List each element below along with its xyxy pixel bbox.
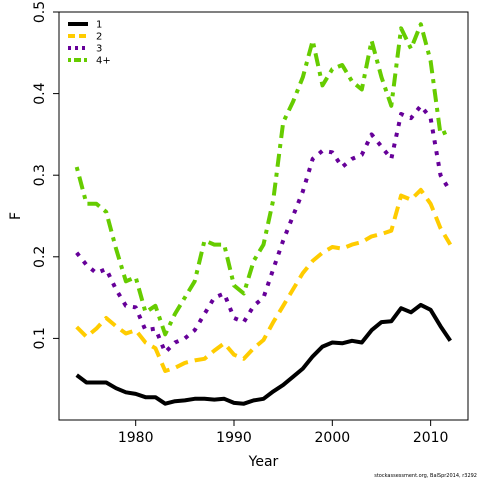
y-tick-label: 0.2 <box>32 246 48 268</box>
legend-label-2: 2 <box>96 32 102 43</box>
y-axis-title: F <box>8 212 24 220</box>
x-tick-label: 2010 <box>413 430 449 446</box>
y-axis: 0.1 0.2 0.3 0.4 0.5 <box>32 1 59 350</box>
y-tick-label: 0.1 <box>32 327 48 349</box>
legend-label-4: 4+ <box>96 56 111 67</box>
series-line-1 <box>75 302 452 406</box>
credit-text: stockassessment.org, BalSpr2014, r3292 <box>374 473 477 479</box>
series-line-2 <box>75 187 453 373</box>
y-tick-label: 0.5 <box>32 1 48 23</box>
x-axis-title: Year <box>248 454 279 470</box>
series-line-3 <box>75 103 453 355</box>
series-line-4 <box>74 22 452 337</box>
plot-frame <box>58 11 469 421</box>
series-layer <box>74 22 453 406</box>
x-tick-label: 2000 <box>315 430 351 446</box>
legend-label-1: 1 <box>96 20 102 31</box>
y-tick-label: 0.4 <box>32 82 48 104</box>
legend-label-3: 3 <box>96 44 102 55</box>
x-axis: 1980 1990 2000 2010 <box>118 420 449 446</box>
x-tick-label: 1980 <box>118 430 154 446</box>
x-tick-label: 1990 <box>216 430 252 446</box>
y-tick-label: 0.3 <box>32 164 48 186</box>
